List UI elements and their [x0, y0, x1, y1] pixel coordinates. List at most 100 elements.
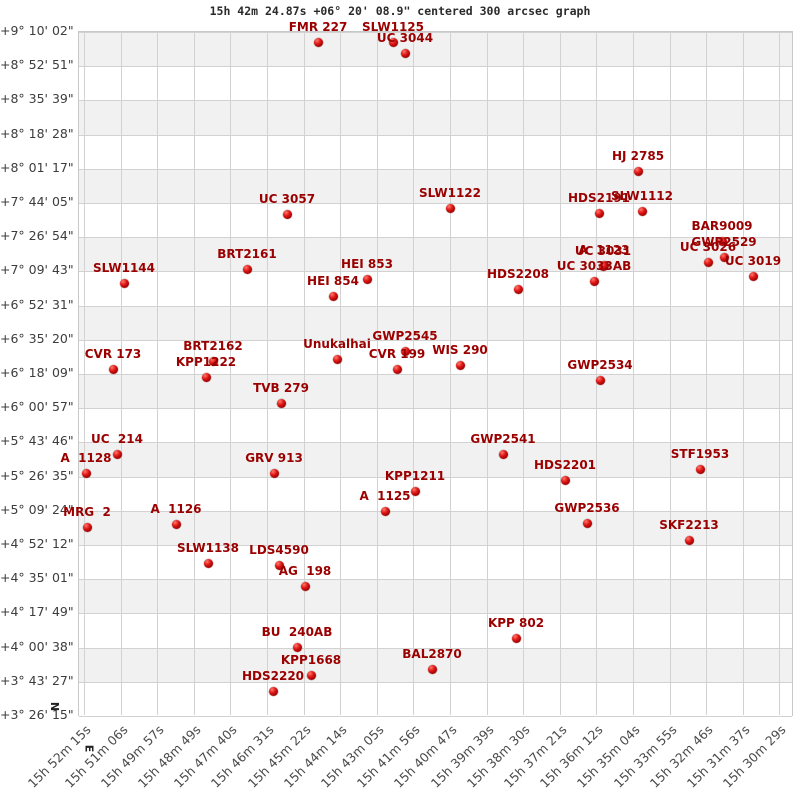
star-dot: [703, 257, 713, 267]
row-stripe: [79, 271, 792, 306]
v-gridline: [559, 32, 561, 715]
h-gridline: [79, 476, 792, 478]
star-dot: [171, 519, 181, 529]
star-label: CVR 199: [368, 347, 426, 361]
h-gridline: [79, 716, 792, 717]
star-dot: [242, 264, 252, 274]
y-tick-label: +3° 26' 15": [0, 707, 74, 722]
h-gridline: [79, 647, 792, 649]
y-tick-label: +5° 09' 24": [0, 501, 74, 517]
v-gridline: [633, 32, 634, 715]
star-label: BRT2161: [217, 247, 277, 261]
h-gridline: [79, 305, 792, 307]
v-gridline: [669, 32, 671, 715]
h-gridline: [79, 545, 792, 546]
star-dot: [445, 203, 455, 213]
v-gridline: [303, 32, 305, 715]
star-dot: [112, 449, 122, 459]
star-dot: [748, 271, 758, 281]
row-stripe: [79, 545, 792, 580]
star-label: GWP2541: [470, 432, 536, 446]
star-label: HEI 853: [341, 257, 393, 271]
star-label: HEI 854: [307, 274, 359, 288]
star-dot: [380, 506, 390, 516]
h-gridline: [79, 510, 792, 512]
star-label: STF1953: [670, 447, 730, 461]
v-gridline: [742, 32, 744, 715]
star-label: TVB 279: [253, 381, 309, 395]
star-dot: [328, 291, 338, 301]
star-label: KPP1668: [280, 653, 342, 667]
v-gridline: [340, 32, 342, 715]
h-gridline: [79, 374, 792, 375]
y-tick-label: +6° 52' 31": [0, 296, 74, 312]
star-dot: [410, 486, 420, 496]
y-tick-label: +6° 18' 09": [0, 365, 74, 380]
h-gridline: [79, 203, 792, 204]
star-dot: [82, 522, 92, 532]
star-label: UC 3031: [574, 244, 632, 258]
y-tick-label: +7° 44' 05": [0, 194, 74, 209]
star-label: SLW1125: [362, 20, 424, 34]
row-stripe: [79, 339, 792, 374]
star-label: MRG 2: [63, 505, 111, 519]
h-gridline: [79, 681, 792, 683]
star-label: A 1128: [60, 451, 112, 465]
star-label: BAR9009: [691, 219, 753, 233]
y-tick-label: +4° 52' 12": [0, 536, 74, 551]
row-stripe: [79, 442, 792, 477]
star-label: HDS2208: [486, 267, 550, 281]
star-dot: [717, 236, 727, 246]
star-dot: [81, 468, 91, 478]
star-label: KPP1222: [175, 355, 237, 369]
v-gridline: [376, 32, 378, 715]
h-gridline: [79, 134, 792, 136]
h-gridline: [79, 613, 792, 615]
y-tick-label: +3° 43' 27": [0, 672, 74, 688]
y-tick-label: +4° 00' 38": [0, 638, 74, 654]
y-tick-label: +5° 26' 35": [0, 467, 74, 483]
star-label: KPP1211: [384, 469, 446, 483]
row-stripe: [79, 305, 792, 340]
star-dot: [274, 560, 284, 570]
row-stripe: [79, 579, 792, 614]
star-dot: [362, 274, 372, 284]
star-label: UC 3026: [679, 240, 737, 254]
star-dot: [498, 449, 508, 459]
star-dot: [201, 372, 211, 382]
star-dot: [400, 48, 410, 58]
star-dot: [292, 642, 302, 652]
y-tick-label: +4° 17' 49": [0, 604, 74, 620]
row-stripe: [79, 66, 792, 101]
v-gridline: [523, 32, 525, 715]
star-dot: [269, 468, 279, 478]
star-dot: [203, 558, 213, 568]
row-stripe: [79, 32, 792, 67]
row-stripe: [79, 100, 792, 135]
v-gridline: [779, 32, 781, 715]
star-label: A 1123: [578, 243, 630, 257]
h-gridline: [79, 408, 792, 410]
v-gridline: [193, 32, 195, 715]
star-dot: [633, 166, 643, 176]
v-gridline: [596, 32, 598, 715]
h-gridline: [79, 32, 792, 33]
h-gridline: [79, 66, 792, 68]
v-gridline: [706, 32, 708, 715]
star-label: GRV 913: [245, 451, 303, 465]
star-dot: [276, 398, 286, 408]
x-tick-label: 15h 52m 15s: [24, 722, 94, 791]
star-label: SLW1112: [611, 189, 673, 203]
h-gridline: [79, 271, 792, 273]
v-gridline: [120, 32, 122, 715]
row-stripe: [79, 374, 792, 409]
star-label: UC 3019: [724, 254, 782, 268]
y-tick-label: +9° 10' 02": [0, 23, 74, 38]
star-dot: [268, 686, 278, 696]
star-dot: [300, 581, 310, 591]
star-label: A 1126: [150, 502, 202, 516]
star-label: SKF2213: [659, 518, 719, 532]
compass-north-icon: N: [48, 701, 62, 712]
star-label: Unukalhai: [303, 337, 371, 351]
